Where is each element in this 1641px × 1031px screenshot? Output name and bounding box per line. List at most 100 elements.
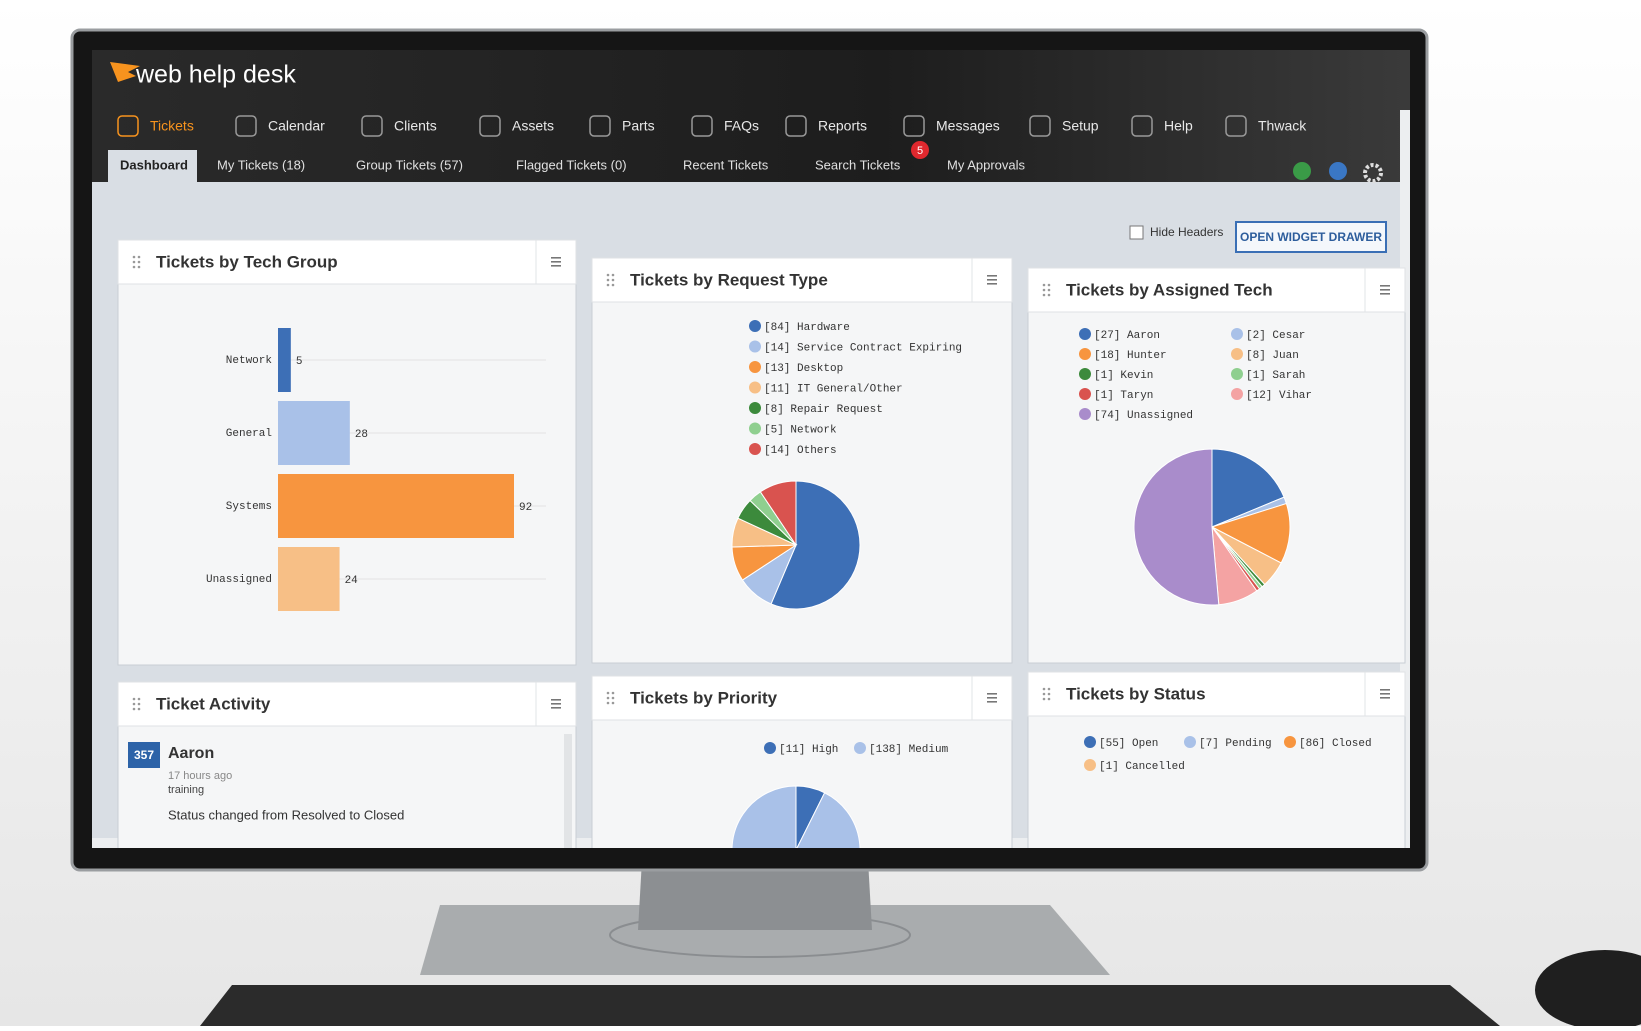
widget-header [1027,267,1406,313]
category-label: Network [226,355,273,367]
badge-count: 5 [917,145,923,157]
activity-id: 357 [134,748,154,762]
legend-swatch [1231,368,1243,380]
grip [1047,687,1051,691]
legend-label: [1] Kevin [1094,370,1153,382]
nav-icon [479,115,501,137]
menu-icon-line[interactable] [1380,693,1390,695]
menu-icon-line[interactable] [1380,689,1390,691]
tab[interactable]: Recent Tickets [683,157,769,172]
menu-icon-line[interactable] [987,697,997,699]
hide-headers[interactable]: Hide Headers [1150,225,1223,239]
tab[interactable]: Search Tickets [815,157,901,172]
legend-label: [1] Cancelled [1099,761,1185,773]
legend-swatch [1079,408,1091,420]
widget-header [591,257,1013,303]
legend-label: [55] Open [1099,738,1158,750]
grip [137,702,141,706]
widget-header [591,675,1013,721]
value-label: 28 [355,429,368,441]
grip [606,691,610,695]
grip [1042,697,1046,701]
menu-icon-line[interactable] [551,707,561,709]
nav-item[interactable]: Messages [936,118,1000,134]
legend-label: [74] Unassigned [1094,410,1193,422]
menu-icon-line[interactable] [1380,289,1390,291]
legend-swatch [1231,328,1243,340]
nav-item[interactable]: Parts [622,118,655,134]
legend-swatch [749,402,761,414]
menu-icon-line[interactable] [1380,293,1390,295]
legend-swatch [1079,368,1091,380]
nav-icon [361,115,383,137]
screen: web help desk Hide Headers OPEN WIDGET D… [92,50,1410,848]
nav-item[interactable]: Help [1164,118,1193,134]
nav-item[interactable]: Setup [1062,118,1099,134]
menu-icon-line[interactable] [987,279,997,281]
legend-label: [13] Desktop [764,363,843,375]
pie-slice [731,785,861,848]
menu-icon-line[interactable] [551,257,561,259]
legend-swatch [1084,759,1096,771]
menu-icon-line[interactable] [987,693,997,695]
nav-icon [1029,115,1051,137]
menu-icon-line[interactable] [1380,285,1390,287]
grip [137,707,141,711]
user-icon[interactable] [1329,162,1347,180]
nav-item[interactable]: Reports [818,118,867,134]
legend-label: [18] Hunter [1094,350,1167,362]
legend-swatch [749,340,761,353]
menu-icon-line[interactable] [987,283,997,285]
button-label[interactable]: OPEN WIDGET DRAWER [1240,230,1382,244]
pie-slice [1133,448,1220,606]
activity-badge [128,742,160,768]
tab[interactable]: My Tickets (18) [217,157,305,172]
nav-item[interactable]: Thwack [1258,118,1307,134]
legend-swatch [1231,388,1243,400]
grip [1047,288,1051,292]
tab[interactable]: Dashboard [120,157,188,172]
category-label: Systems [226,501,272,513]
pie-slice [759,480,797,547]
legend-label: [11] IT General/Other [764,383,903,395]
menu-icon-line[interactable] [551,699,561,701]
tab[interactable]: Group Tickets (57) [356,157,463,172]
menu-icon-line[interactable] [551,261,561,263]
nav-item[interactable]: FAQs [724,118,759,134]
menu-icon-line[interactable] [551,703,561,705]
grip [611,278,615,282]
button[interactable] [1235,221,1387,253]
nav-item[interactable]: Clients [394,118,437,134]
status-icon[interactable] [1293,162,1311,180]
nav-item[interactable]: Calendar [268,118,325,134]
stand-base [420,905,1110,975]
stand-neck [638,860,872,930]
grip [132,697,136,701]
nav-icon [1131,115,1153,137]
nav-item[interactable]: Tickets [150,118,194,134]
grip [137,265,141,269]
grip [132,265,136,269]
tab[interactable]: Flagged Tickets (0) [516,157,627,172]
grip [1047,692,1051,696]
menu-icon-line[interactable] [551,265,561,267]
activity-group: training [168,784,204,796]
menu-icon-line[interactable] [1380,697,1390,699]
grip [1042,692,1046,696]
bar [278,401,350,465]
nav-icon [785,115,807,137]
gear-icon[interactable] [1363,163,1383,183]
legend-swatch [749,422,761,435]
nav-icon [235,115,257,137]
pie-slice [1210,502,1291,564]
grip [611,273,615,277]
nav-item[interactable]: Assets [512,118,554,134]
grip [611,691,615,695]
tab[interactable]: My Approvals [947,157,1026,172]
grip [606,278,610,282]
checkbox[interactable] [1129,225,1144,240]
menu-icon-line[interactable] [987,275,997,277]
nav-icon [589,115,611,137]
menu-icon-line[interactable] [987,701,997,703]
grip [611,701,615,705]
